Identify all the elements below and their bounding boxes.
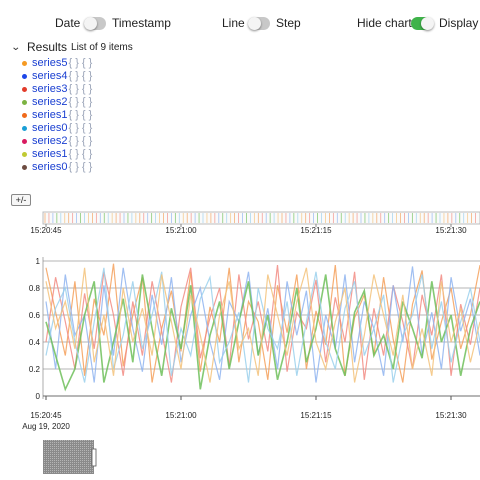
display-toggle-label: Display c xyxy=(439,16,480,30)
overview-tick-label: 15:20:45 xyxy=(30,226,62,235)
series-name-link[interactable]: series5 xyxy=(32,57,68,69)
series-color-dot xyxy=(22,61,27,66)
overview-tick-label: 15:21:15 xyxy=(300,226,332,235)
series-braces: { } { } xyxy=(68,96,93,108)
overview-box xyxy=(42,211,480,225)
series-name-link[interactable]: series1 xyxy=(32,148,68,160)
series-color-dot xyxy=(22,100,27,105)
switch-knob xyxy=(421,17,434,30)
series-braces: { } { } xyxy=(68,109,93,121)
series-braces: { } { } xyxy=(68,148,93,160)
date-toggle-label: Date xyxy=(55,16,81,30)
series-name-link[interactable]: series2 xyxy=(32,96,68,108)
series-color-dot xyxy=(22,165,27,170)
list-item[interactable]: series2{ } { } xyxy=(22,135,92,148)
series-color-dot xyxy=(22,113,27,118)
chevron-down-icon[interactable]: ⌄ xyxy=(10,41,21,53)
switch-knob xyxy=(84,17,97,30)
series-list: series5{ } { } series4{ } { } series3{ } {… xyxy=(22,57,92,174)
series-color-dot xyxy=(22,126,27,131)
list-item[interactable]: series5{ } { } xyxy=(22,57,92,70)
series-name-link[interactable]: series2 xyxy=(32,135,68,147)
results-title: Results xyxy=(27,40,68,54)
series-name-link[interactable]: series0 xyxy=(32,122,68,134)
line-step-switch[interactable] xyxy=(248,17,270,30)
x-tick-label: 15:20:45 xyxy=(30,411,62,420)
series-line xyxy=(45,267,480,383)
series-line xyxy=(45,267,480,383)
series-name-link[interactable]: series1 xyxy=(32,109,68,121)
toggle-bar: Date Timestamp Line Step Hide chart Disp… xyxy=(0,14,480,34)
navigator-handle[interactable] xyxy=(91,448,97,467)
timestamp-toggle-label: Timestamp xyxy=(112,16,171,30)
step-toggle-label: Step xyxy=(276,16,301,30)
list-item[interactable]: series2{ } { } xyxy=(22,96,92,109)
series-color-dot xyxy=(22,74,27,79)
list-item[interactable]: series1{ } { } xyxy=(22,148,92,161)
date-timestamp-switch[interactable] xyxy=(84,17,106,30)
series-braces: { } { } xyxy=(68,122,93,134)
series-braces: { } { } xyxy=(68,83,93,95)
y-tick-label: 1 xyxy=(36,257,41,266)
overview-tick-label: 15:21:30 xyxy=(435,226,467,235)
list-item[interactable]: series3{ } { } xyxy=(22,83,92,96)
y-tick-label: 0.4 xyxy=(29,338,41,347)
list-item[interactable]: series0{ } { } xyxy=(22,161,92,174)
y-tick-label: 0.8 xyxy=(29,284,41,293)
navigator-brush[interactable] xyxy=(43,440,94,474)
overview-strip[interactable]: 15:20:45 15:21:00 15:21:15 15:21:30 xyxy=(0,0,480,240)
hide-chart-toggle-label: Hide chart xyxy=(357,16,412,30)
zoom-toggle-button[interactable]: +/- xyxy=(11,194,31,206)
series-line xyxy=(45,274,480,392)
series-color-dot xyxy=(22,139,27,144)
series-color-dot xyxy=(22,152,27,157)
y-tick-label: 0 xyxy=(36,392,41,401)
series-braces: { } { } xyxy=(68,161,93,173)
list-item[interactable]: series1{ } { } xyxy=(22,109,92,122)
date-label: Aug 19, 2020 xyxy=(22,422,70,431)
results-header[interactable]: ⌄ Results List of 9 items xyxy=(10,40,133,54)
list-item[interactable]: series4{ } { } xyxy=(22,70,92,83)
series-braces: { } { } xyxy=(68,70,93,82)
series-name-link[interactable]: series0 xyxy=(32,161,68,173)
y-tick-label: 0.6 xyxy=(29,311,41,320)
x-tick-label: 15:21:30 xyxy=(435,411,467,420)
x-tick-label: 15:21:00 xyxy=(165,411,197,420)
results-count: List of 9 items xyxy=(71,41,133,53)
line-toggle-label: Line xyxy=(222,16,245,30)
series-name-link[interactable]: series4 xyxy=(32,70,68,82)
series-braces: { } { } xyxy=(68,135,93,147)
overview-tick-label: 15:21:00 xyxy=(165,226,197,235)
x-tick-label: 15:21:15 xyxy=(300,411,332,420)
series-braces: { } { } xyxy=(68,57,93,69)
list-item[interactable]: series0{ } { } xyxy=(22,122,92,135)
series-name-link[interactable]: series3 xyxy=(32,83,68,95)
switch-knob xyxy=(248,17,261,30)
hide-chart-display-switch[interactable] xyxy=(411,17,434,30)
y-tick-label: 0.2 xyxy=(29,365,41,374)
series-color-dot xyxy=(22,87,27,92)
